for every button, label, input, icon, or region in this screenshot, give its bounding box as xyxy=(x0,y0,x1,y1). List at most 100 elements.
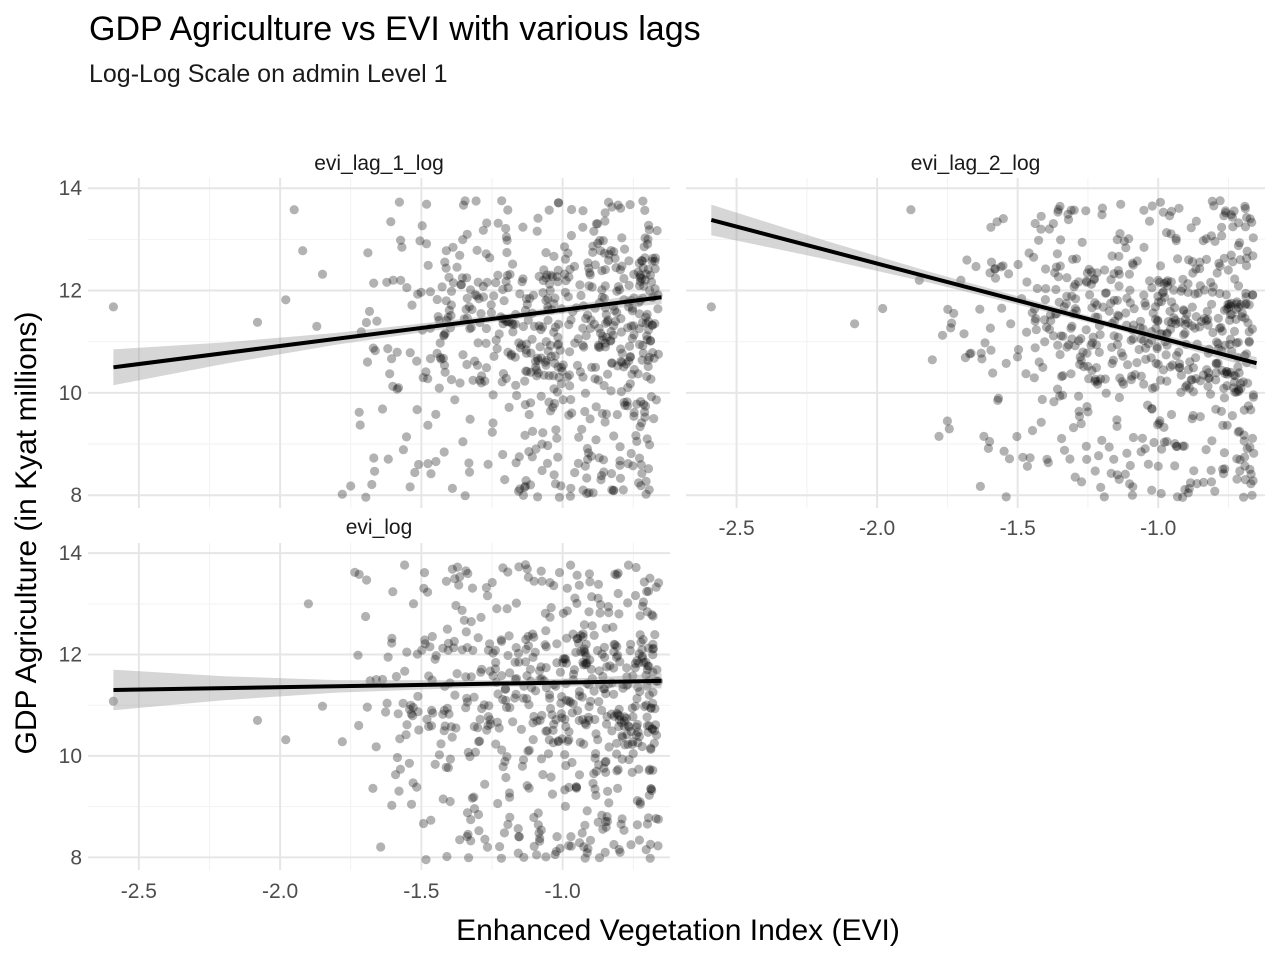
data-point xyxy=(563,736,573,747)
data-point xyxy=(425,354,436,364)
data-point xyxy=(1231,304,1242,314)
data-point xyxy=(1229,326,1240,336)
data-point xyxy=(541,663,551,673)
data-point xyxy=(1066,323,1076,333)
data-point xyxy=(553,362,563,372)
data-point xyxy=(593,817,603,827)
data-point xyxy=(521,644,531,654)
data-point xyxy=(625,200,635,210)
data-point xyxy=(372,316,382,326)
data-point xyxy=(382,698,392,708)
data-point xyxy=(600,208,610,218)
data-point xyxy=(524,447,534,457)
data-point xyxy=(398,698,408,708)
data-point xyxy=(1127,258,1138,268)
data-point xyxy=(1098,302,1108,312)
data-point xyxy=(1219,305,1230,315)
data-point xyxy=(646,744,656,755)
data-point xyxy=(585,577,595,587)
data-point xyxy=(648,639,658,650)
data-point xyxy=(647,320,658,330)
data-point xyxy=(567,204,577,215)
data-point xyxy=(521,634,531,645)
data-point xyxy=(640,275,650,285)
data-point xyxy=(1221,208,1231,218)
data-point xyxy=(533,355,543,366)
data-point xyxy=(493,270,503,280)
data-point xyxy=(616,314,626,324)
data-point xyxy=(1113,332,1123,342)
data-point xyxy=(600,248,610,258)
data-point xyxy=(553,277,563,287)
data-point xyxy=(545,693,555,703)
data-point xyxy=(1147,201,1157,211)
data-point xyxy=(1051,284,1061,295)
data-point xyxy=(985,323,996,333)
data-point xyxy=(505,812,515,822)
data-point xyxy=(635,422,645,432)
data-point xyxy=(542,726,552,736)
data-point xyxy=(493,218,503,228)
data-point xyxy=(1109,295,1119,305)
data-point xyxy=(638,601,648,611)
data-point xyxy=(1125,285,1135,295)
data-point xyxy=(1107,251,1117,261)
data-point xyxy=(1190,289,1200,299)
data-point xyxy=(511,674,522,684)
data-point xyxy=(408,702,418,713)
data-point xyxy=(1201,445,1211,455)
data-point xyxy=(449,636,459,647)
data-point xyxy=(369,453,379,463)
data-point xyxy=(521,657,531,667)
data-point xyxy=(441,576,451,586)
data-point xyxy=(1172,492,1183,502)
data-point xyxy=(615,460,625,470)
data-point xyxy=(607,358,617,368)
data-point xyxy=(564,320,574,330)
data-point xyxy=(1228,257,1238,267)
data-point xyxy=(524,745,534,755)
data-point xyxy=(1128,432,1138,443)
data-point xyxy=(477,371,487,381)
data-point xyxy=(1196,316,1206,326)
data-point xyxy=(368,343,378,353)
data-point xyxy=(1081,325,1091,335)
data-point xyxy=(478,281,488,291)
data-point xyxy=(521,366,531,376)
data-point xyxy=(653,349,664,359)
data-point xyxy=(639,577,649,587)
data-point xyxy=(544,279,555,289)
regression-line xyxy=(710,218,1258,366)
data-point xyxy=(541,248,551,258)
data-point xyxy=(1075,359,1085,369)
data-point xyxy=(1097,210,1107,220)
data-point xyxy=(1139,242,1149,252)
data-point xyxy=(564,272,574,282)
data-point xyxy=(1062,291,1072,301)
data-point xyxy=(1140,444,1150,454)
data-point xyxy=(503,205,513,215)
data-point xyxy=(474,826,484,836)
data-point xyxy=(1248,476,1258,486)
data-point xyxy=(493,689,503,699)
data-point xyxy=(462,697,472,707)
data-point xyxy=(426,721,437,731)
data-point xyxy=(1191,353,1201,363)
data-point xyxy=(643,325,654,335)
data-point xyxy=(633,727,643,737)
data-point xyxy=(634,258,644,268)
data-point xyxy=(1141,354,1151,364)
data-point xyxy=(544,397,554,407)
data-point xyxy=(406,700,416,710)
data-point xyxy=(568,699,578,709)
data-point xyxy=(466,836,476,846)
data-point xyxy=(593,375,603,385)
data-point xyxy=(1180,328,1190,338)
data-point xyxy=(1179,441,1189,451)
data-point xyxy=(617,732,628,743)
data-point xyxy=(651,395,662,405)
data-point xyxy=(607,202,617,212)
data-point xyxy=(1215,323,1225,333)
data-point xyxy=(634,309,644,319)
data-point xyxy=(543,302,553,312)
